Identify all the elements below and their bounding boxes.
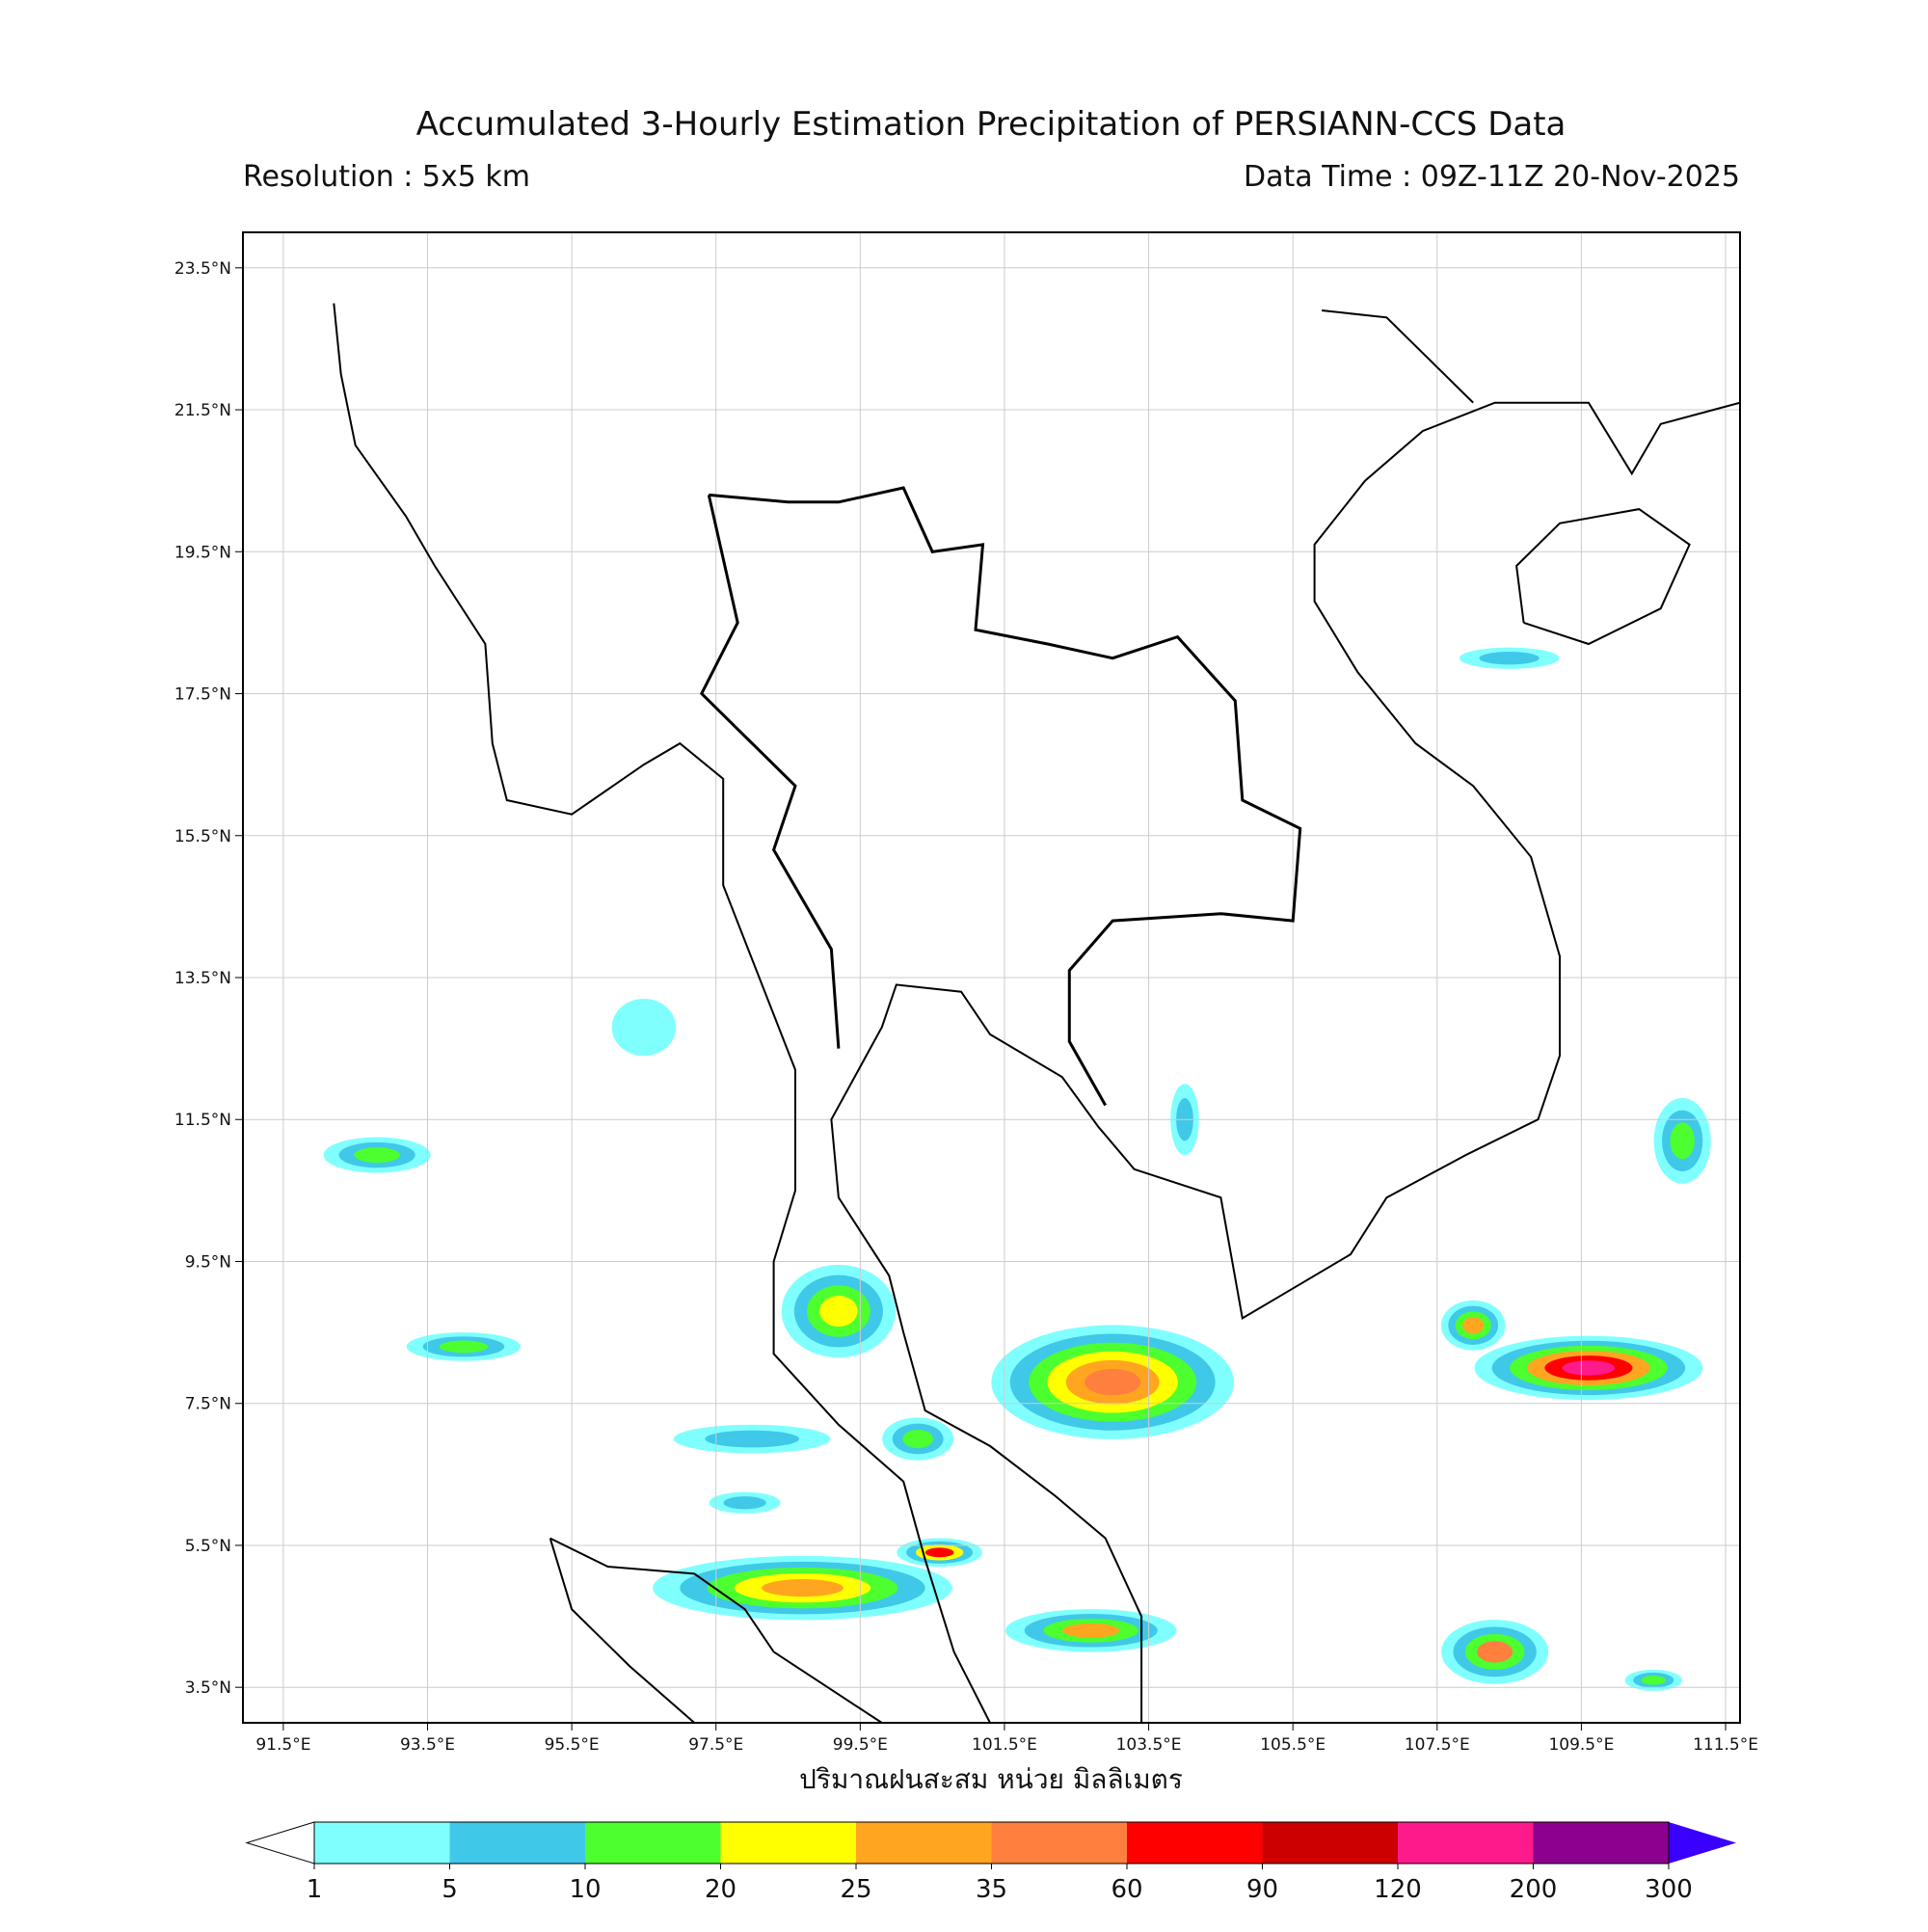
x-tick-label: 111.5°E — [1693, 1735, 1758, 1755]
x-tick-label: 91.5°E — [255, 1735, 310, 1755]
colorbar-under — [245, 1821, 315, 1865]
colorbar-segment — [1127, 1822, 1263, 1864]
colorbar-segment — [720, 1822, 856, 1864]
colorbar-tick-label: 20 — [705, 1875, 736, 1904]
rain-area — [1562, 1360, 1616, 1376]
coastline — [549, 1538, 695, 1723]
rain-area — [439, 1340, 489, 1354]
title: Accumulated 3-Hourly Estimation Precipit… — [416, 105, 1566, 144]
y-tick-label: 19.5°N — [174, 543, 231, 562]
colorbar-tick-label: 90 — [1246, 1875, 1278, 1904]
coastlines — [333, 303, 1740, 1723]
colorbar-label: ปริมาณฝนสะสม หน่วย มิลลิเมตร — [799, 1763, 1183, 1795]
x-tick-label: 97.5°E — [688, 1735, 743, 1755]
x-tick-label: 103.5°E — [1116, 1735, 1182, 1755]
coastline — [549, 1537, 883, 1723]
coastline — [1321, 309, 1474, 404]
country-border — [709, 486, 1302, 1107]
rain-area — [611, 998, 677, 1057]
colorbar-tick-label: 120 — [1374, 1875, 1422, 1904]
colorbar: 1 5 10 20 25 35 60 90 120 200 300 — [245, 1821, 1736, 1904]
colorbar-segment — [856, 1822, 992, 1864]
rain-area — [1062, 1623, 1120, 1638]
colorbar-tick-label: 300 — [1645, 1875, 1693, 1904]
y-tick-label: 9.5°N — [185, 1252, 231, 1272]
rain-area — [1462, 1317, 1485, 1334]
colorbar-tick-label: 200 — [1510, 1875, 1558, 1904]
rain-area — [1670, 1122, 1695, 1160]
colorbar-segment — [449, 1822, 585, 1864]
colorbar-segment — [1533, 1822, 1669, 1864]
y-tick-label: 21.5°N — [174, 401, 231, 420]
x-tick-label: 95.5°E — [545, 1735, 600, 1755]
coastline — [830, 401, 1740, 1723]
resolution: Resolution : 5x5 km — [243, 160, 530, 194]
grid: 91.5°E 93.5°E 95.5°E 97.5°E 99.5°E 101.5°E 103… — [174, 232, 1758, 1755]
precipitation — [323, 647, 1711, 1691]
rain-area — [902, 1430, 934, 1449]
x-tick-label: 107.5°E — [1405, 1735, 1470, 1755]
colorbar-segment — [991, 1822, 1127, 1864]
rain-area — [924, 1547, 954, 1558]
x-tick-label: 105.5°E — [1260, 1735, 1326, 1755]
x-tick-label: 99.5°E — [833, 1735, 888, 1755]
colorbar-tick-label: 60 — [1111, 1875, 1142, 1904]
colorbar-segment — [1262, 1822, 1398, 1864]
rain-area — [354, 1147, 400, 1163]
colorbar-frame — [313, 1821, 1670, 1865]
y-tick-label: 17.5°N — [174, 685, 231, 705]
x-tick-label: 101.5°E — [972, 1735, 1037, 1755]
colorbar-tick-label: 10 — [569, 1875, 601, 1904]
x-tick-label: 109.5°E — [1548, 1735, 1614, 1755]
colorbar-segment — [314, 1822, 450, 1864]
y-tick-label: 7.5°N — [185, 1395, 231, 1414]
rain-area — [1084, 1368, 1141, 1396]
colorbar-tick-label: 25 — [840, 1875, 871, 1904]
x-tick-label: 93.5°E — [400, 1735, 455, 1755]
colorbar-tick-label: 5 — [442, 1875, 458, 1904]
country-border — [699, 495, 841, 1049]
colorbar-tick-label: 35 — [976, 1875, 1007, 1904]
y-tick-label: 13.5°N — [174, 969, 231, 988]
y-tick-label: 11.5°N — [174, 1111, 231, 1130]
rain-area — [1477, 1641, 1513, 1663]
y-tick-label: 5.5°N — [185, 1537, 231, 1556]
coastline — [1515, 508, 1691, 646]
colorbar-over — [1669, 1822, 1736, 1864]
y-tick-label: 3.5°N — [185, 1678, 231, 1698]
rain-area — [1479, 652, 1540, 665]
rain-area — [1641, 1676, 1666, 1685]
colorbar-segment — [1398, 1822, 1534, 1864]
coastline — [333, 303, 991, 1723]
colorbar-segment — [585, 1822, 721, 1864]
y-tick-label: 23.5°N — [174, 259, 231, 279]
rain-area — [762, 1579, 844, 1597]
rain-area — [723, 1496, 766, 1510]
map-frame — [242, 231, 1741, 1724]
rain-area — [819, 1295, 858, 1328]
data-time: Data Time : 09Z-11Z 20-Nov-2025 — [1244, 160, 1740, 194]
y-tick-label: 15.5°N — [174, 827, 231, 846]
colorbar-tick-label: 1 — [307, 1875, 323, 1904]
rain-area — [705, 1430, 799, 1448]
